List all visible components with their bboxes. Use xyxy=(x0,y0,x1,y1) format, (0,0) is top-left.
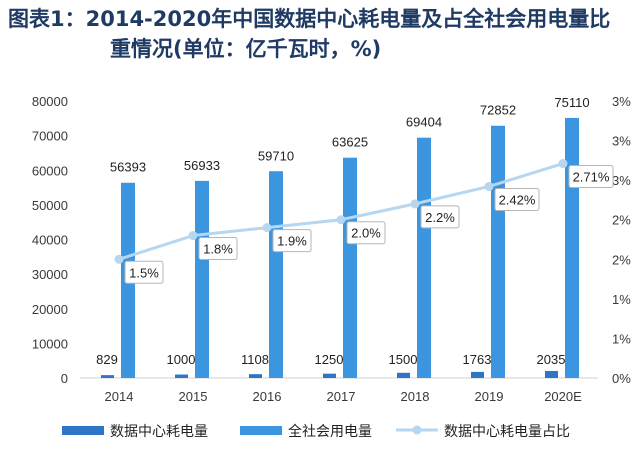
x-tick-label: 2019 xyxy=(475,389,504,404)
y-tick-label: 0 xyxy=(61,371,68,386)
bar-total xyxy=(417,137,431,378)
bar-total xyxy=(491,125,505,379)
pct-value-label: 2.0% xyxy=(351,226,381,241)
bar-dc xyxy=(101,375,114,378)
pct-label-box xyxy=(346,221,386,245)
bar-dc xyxy=(545,370,558,378)
pct-value-label: 2.2% xyxy=(425,210,455,225)
pct-point xyxy=(262,223,272,233)
pct-label-box xyxy=(494,187,540,211)
pct-value-label: 1.9% xyxy=(277,234,307,249)
pct-point xyxy=(336,215,346,225)
y-tick-label: 40000 xyxy=(32,233,68,248)
total-value-label: 56933 xyxy=(184,158,220,173)
dc-value-label: 1500 xyxy=(389,352,418,367)
pct-point xyxy=(114,254,124,264)
bar-dc xyxy=(397,372,410,378)
x-tick-label: 2020E xyxy=(544,389,582,404)
pct-value-label: 2.71% xyxy=(573,170,610,185)
x-tick-label: 2018 xyxy=(401,389,430,404)
total-value-label: 59710 xyxy=(258,148,294,163)
dc-value-label: 829 xyxy=(96,352,118,367)
bar-total xyxy=(565,117,579,378)
legend-label-dc: 数据中心耗电量 xyxy=(110,423,208,439)
pct-label-box xyxy=(420,205,460,229)
x-tick-label: 2016 xyxy=(253,389,282,404)
y2-tick-label: 2% xyxy=(612,213,631,228)
bar-dc xyxy=(471,371,484,378)
y2-tick-label: 3% xyxy=(612,94,631,109)
y-tick-label: 20000 xyxy=(32,302,68,317)
pct-label-box xyxy=(198,237,238,261)
pct-label-box xyxy=(124,260,164,284)
dc-value-label: 1250 xyxy=(315,352,344,367)
chart-title: 图表1：2014-2020年中国数据中心耗电量及占全社会用电量比 重情况(单位：… xyxy=(8,4,628,64)
pct-value-label: 2.42% xyxy=(499,192,536,207)
total-value-label: 75110 xyxy=(554,95,589,110)
x-tick-label: 2015 xyxy=(179,389,208,404)
total-value-label: 72852 xyxy=(480,103,516,118)
bar-total xyxy=(195,180,209,378)
legend-label-total: 全社会用电量 xyxy=(288,423,372,439)
bar-dc xyxy=(249,374,262,378)
legend-swatch-dc xyxy=(62,426,104,435)
dc-value-label: 2035 xyxy=(537,352,566,367)
chart-title-line2: 重情况(单位：亿千瓦时，%) xyxy=(110,37,382,61)
chart-title-line1: 图表1：2014-2020年中国数据中心耗电量及占全社会用电量比 xyxy=(8,7,611,31)
bar-dc xyxy=(175,374,188,378)
y-tick-label: 10000 xyxy=(32,336,68,351)
pct-point xyxy=(188,231,198,241)
y-tick-label: 70000 xyxy=(32,129,68,144)
y-tick-label: 60000 xyxy=(32,163,68,178)
y-tick-label: 50000 xyxy=(32,198,68,213)
bar-dc xyxy=(323,373,336,378)
total-value-label: 69404 xyxy=(406,115,442,130)
total-value-label: 63625 xyxy=(332,135,368,150)
legend-swatch-total xyxy=(240,426,282,435)
dc-value-label: 1108 xyxy=(241,352,269,367)
pct-point xyxy=(558,159,568,169)
y2-tick-label: 1% xyxy=(612,292,631,307)
pct-label-box xyxy=(568,165,614,189)
y2-tick-label: 0% xyxy=(612,371,631,386)
pct-point xyxy=(484,181,494,191)
pct-label-box xyxy=(272,229,312,253)
pct-value-label: 1.8% xyxy=(203,242,233,257)
x-tick-label: 2014 xyxy=(105,389,134,404)
y-tick-label: 80000 xyxy=(32,94,68,109)
x-tick-label: 2017 xyxy=(327,389,356,404)
bar-total xyxy=(343,157,357,378)
legend-label-pct: 数据中心耗电量占比 xyxy=(444,423,570,439)
y2-tick-label: 3% xyxy=(612,173,631,188)
total-value-label: 56393 xyxy=(110,160,146,175)
y2-tick-label: 3% xyxy=(612,134,631,149)
y-tick-label: 30000 xyxy=(32,267,68,282)
dc-value-label: 1763 xyxy=(463,352,492,367)
y2-tick-label: 2% xyxy=(612,252,631,267)
dc-value-label: 1000 xyxy=(167,352,196,367)
y2-tick-label: 1% xyxy=(612,331,631,346)
bar-total xyxy=(269,171,283,378)
pct-point xyxy=(410,199,420,209)
legend-swatch-pct-marker xyxy=(412,425,422,435)
pct-value-label: 1.5% xyxy=(129,265,159,280)
